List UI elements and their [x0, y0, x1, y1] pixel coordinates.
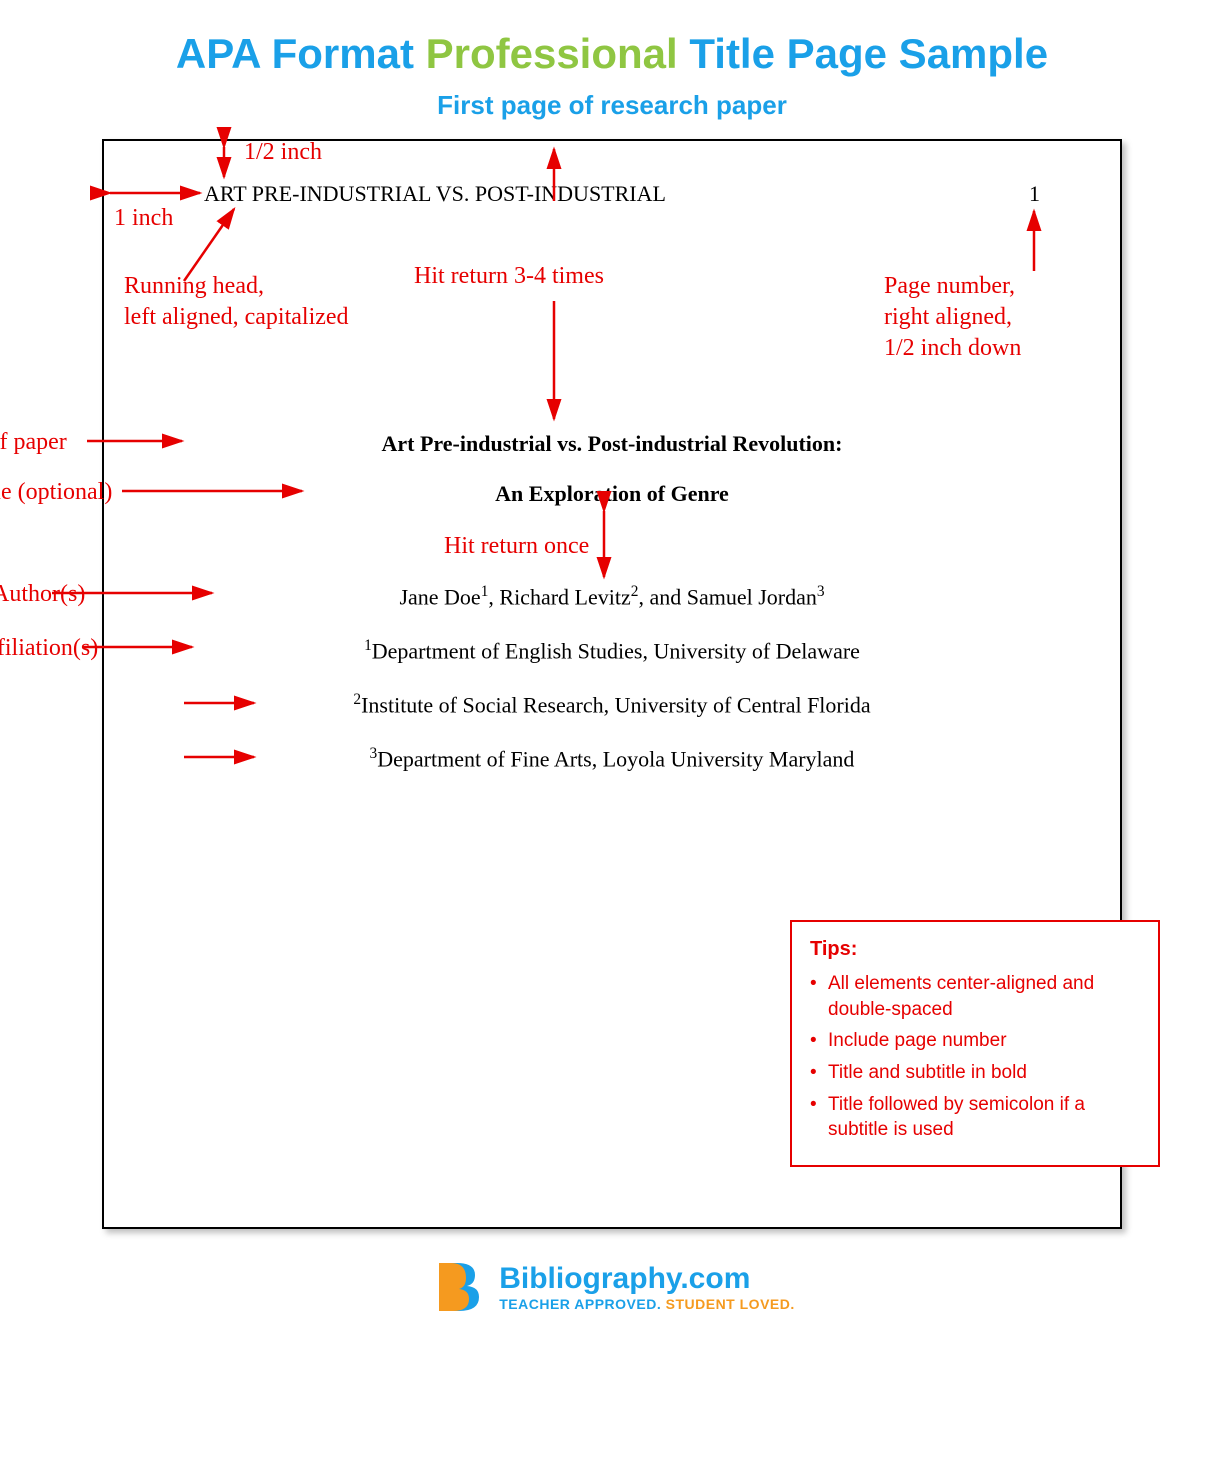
annot-hit-return-34: Hit return 3-4 times [414, 261, 604, 292]
tips-list: All elements center-aligned and double-s… [810, 971, 1140, 1143]
tagline-part2: STUDENT LOVED. [666, 1296, 795, 1312]
brand-name: Bibliography.com [499, 1262, 795, 1296]
tip-item: Title and subtitle in bold [810, 1060, 1140, 1086]
annot-subtitle-optional: Subtitle (optional) [0, 477, 112, 508]
annot-page-number: Page number, right aligned, 1/2 inch dow… [884, 271, 1021, 365]
title-part3: Title Page Sample [678, 30, 1048, 77]
annot-title-of-paper: Title of paper [0, 427, 67, 458]
page-subtitle: First page of research paper [40, 90, 1184, 121]
tagline-part1: TEACHER APPROVED. [499, 1296, 665, 1312]
tip-item: Title followed by semicolon if a subtitl… [810, 1092, 1140, 1143]
title-part1: APA Format [176, 30, 426, 77]
main-title: APA Format Professional Title Page Sampl… [40, 30, 1184, 78]
tips-title: Tips: [810, 938, 1140, 961]
tips-box: Tips: All elements center-aligned and do… [790, 920, 1160, 1167]
title-part2: Professional [426, 30, 678, 77]
tip-item: All elements center-aligned and double-s… [810, 971, 1140, 1022]
brand-tagline: TEACHER APPROVED. STUDENT LOVED. [499, 1296, 795, 1312]
logo-mark-icon [429, 1259, 485, 1315]
annot-affiliations: Affiliation(s) [0, 633, 98, 664]
tip-item: Include page number [810, 1028, 1140, 1054]
annot-authors: Author(s) [0, 579, 85, 610]
footer-logo: Bibliography.com TEACHER APPROVED. STUDE… [40, 1259, 1184, 1320]
annot-hit-return-once: Hit return once [444, 531, 589, 562]
